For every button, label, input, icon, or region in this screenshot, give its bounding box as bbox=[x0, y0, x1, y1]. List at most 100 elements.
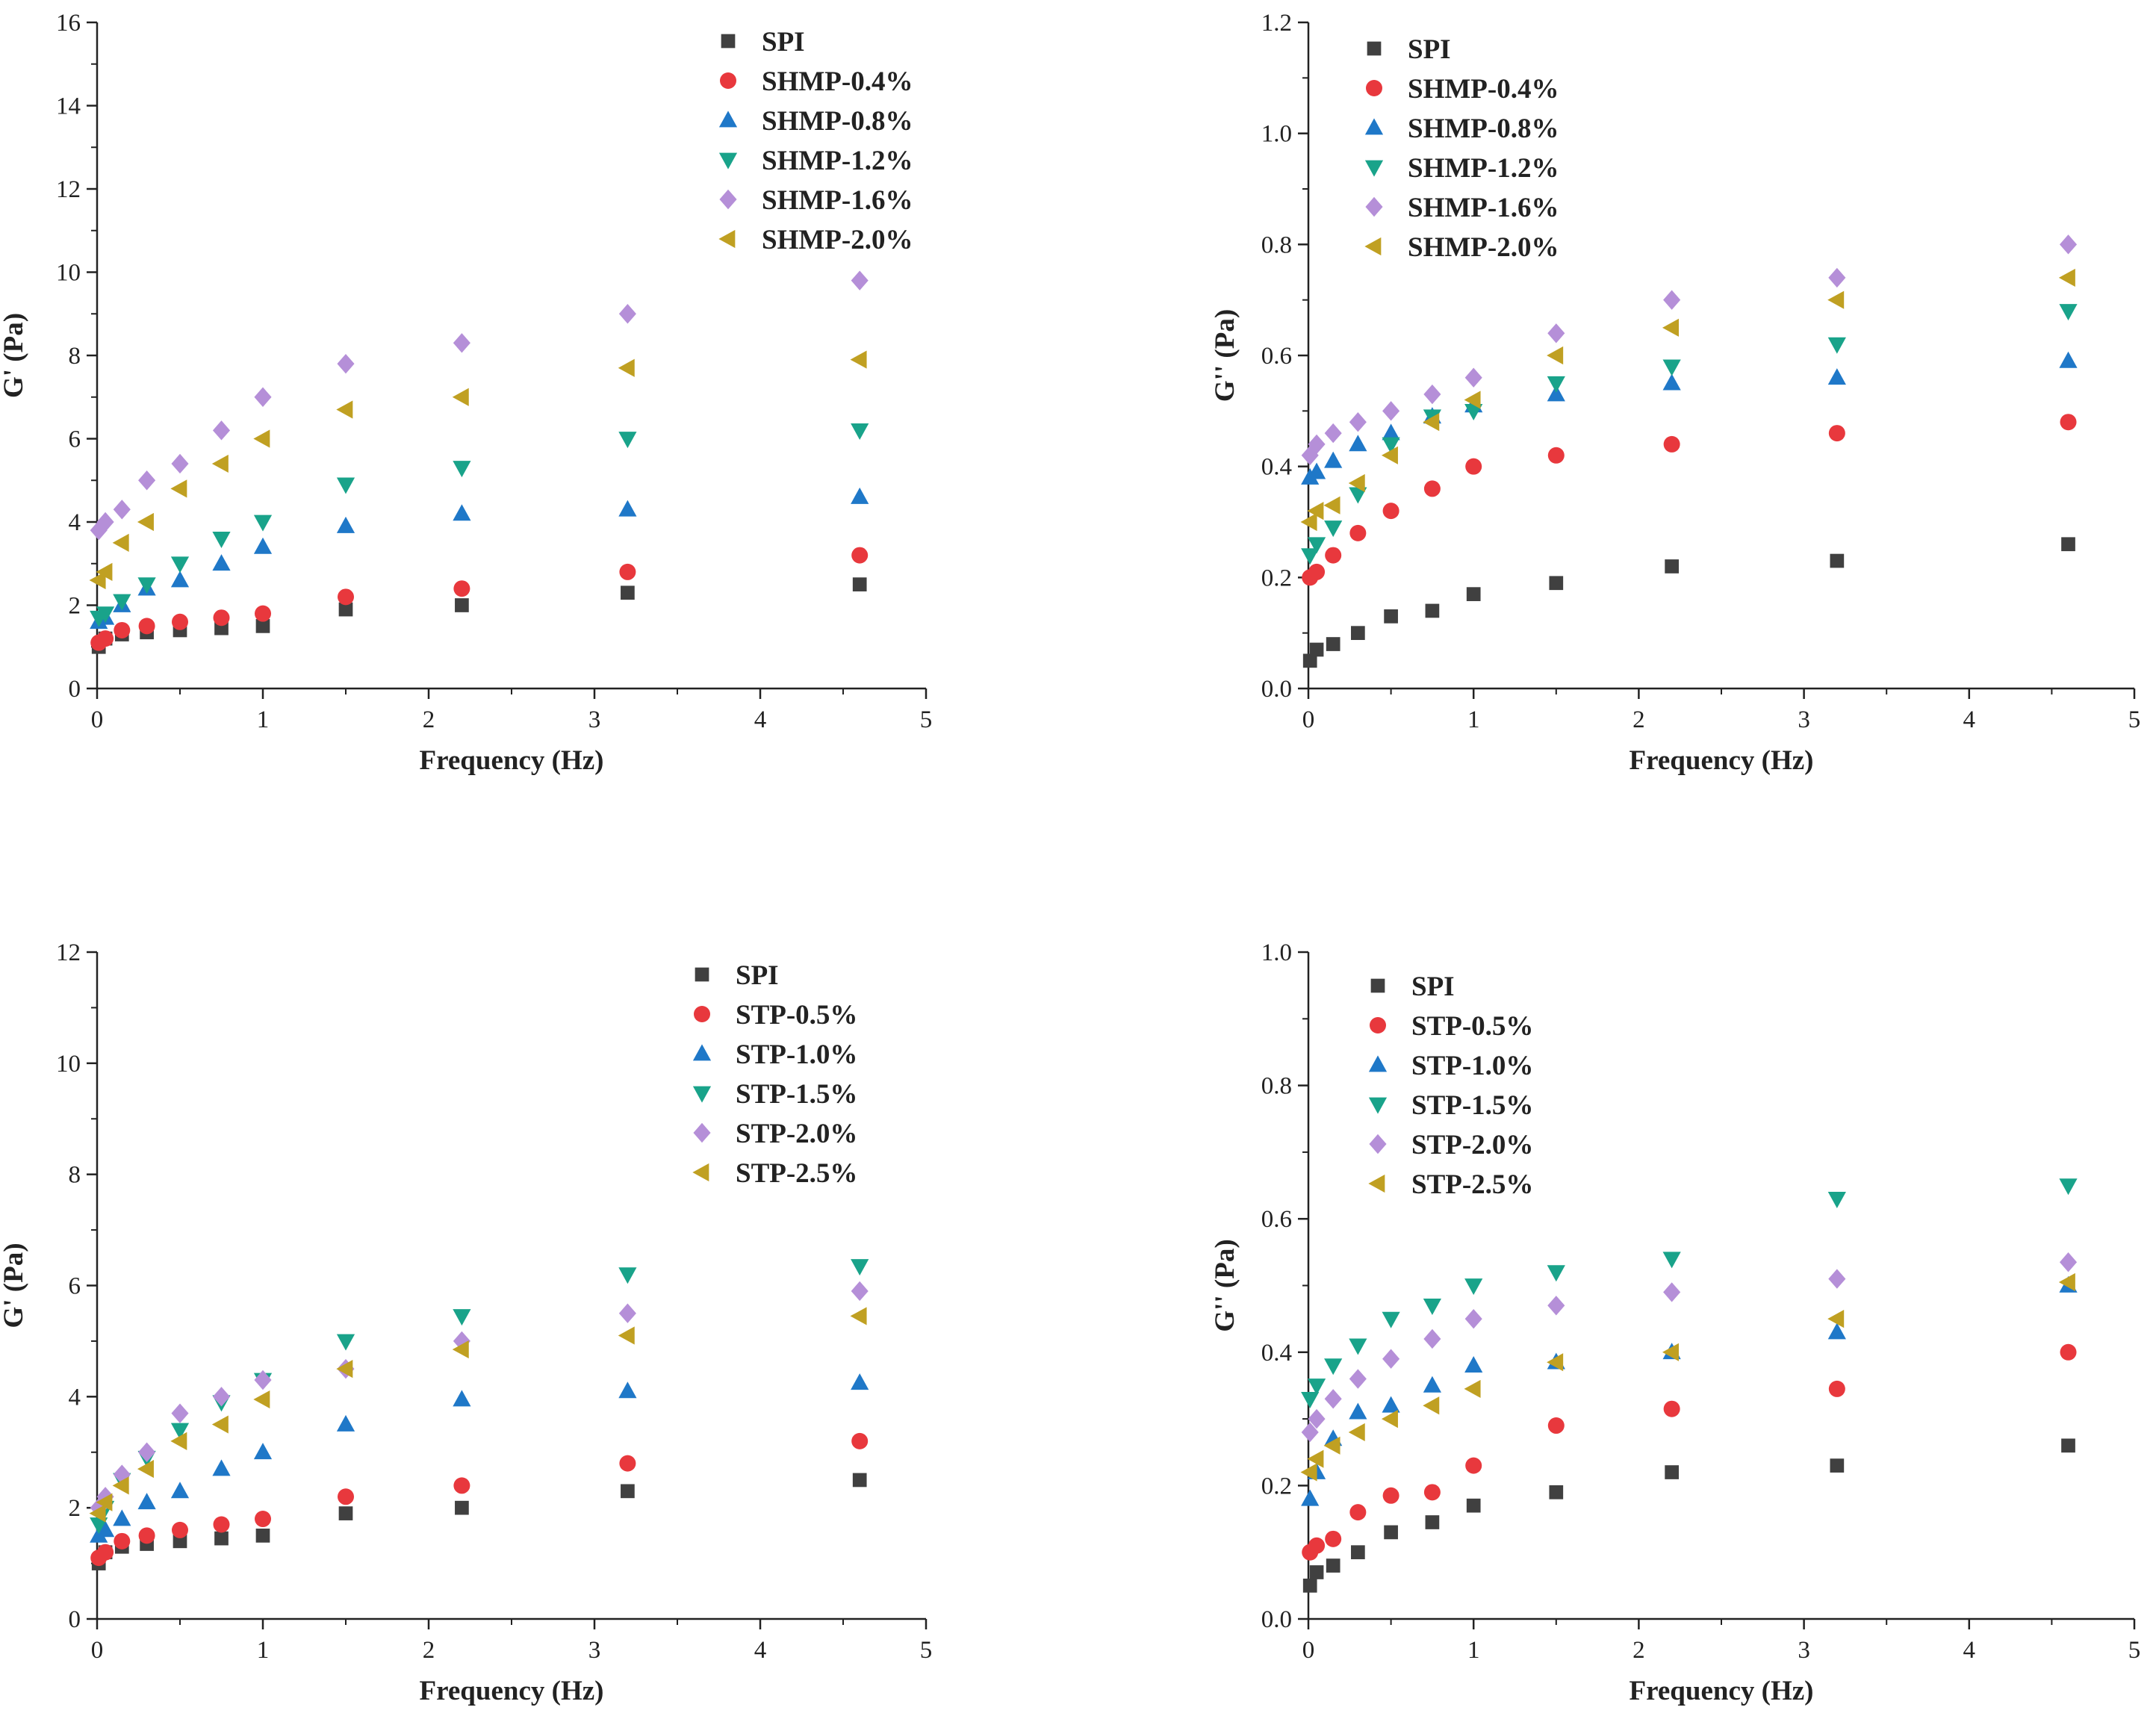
data-point bbox=[253, 1443, 273, 1460]
data-point bbox=[255, 1511, 271, 1528]
data-point bbox=[852, 577, 867, 591]
x-tick-label: 1 bbox=[1467, 1637, 1480, 1664]
data-point bbox=[1662, 1252, 1681, 1269]
data-point bbox=[1349, 1369, 1367, 1389]
legend-marker bbox=[718, 229, 736, 249]
data-point bbox=[1323, 1436, 1340, 1455]
data-point bbox=[1547, 1296, 1565, 1316]
series-stp-2-0pct bbox=[1301, 1252, 2078, 1443]
data-point bbox=[2059, 304, 2078, 321]
legend-label: SHMP-1.2% bbox=[762, 146, 913, 176]
data-point bbox=[1828, 425, 1845, 442]
data-point bbox=[1423, 1484, 1441, 1501]
data-point bbox=[1464, 367, 1482, 388]
data-point bbox=[1547, 323, 1565, 344]
data-point bbox=[1665, 1465, 1679, 1479]
y-tick-label: 4 bbox=[69, 509, 81, 536]
data-point bbox=[1547, 1353, 1564, 1372]
y-tick-label: 6 bbox=[69, 1273, 81, 1300]
series-stp-1-0pct bbox=[90, 1373, 869, 1543]
data-point bbox=[1307, 462, 1326, 479]
x-tick-label: 0 bbox=[1302, 1637, 1315, 1664]
legend-label: STP-1.0% bbox=[1411, 1051, 1533, 1081]
data-point bbox=[1662, 359, 1681, 376]
data-point bbox=[851, 1259, 869, 1276]
legend-label: STP-1.5% bbox=[736, 1079, 857, 1110]
data-point bbox=[338, 1506, 353, 1520]
data-point bbox=[337, 353, 355, 374]
data-point bbox=[212, 420, 231, 441]
data-point bbox=[1549, 576, 1564, 591]
data-point bbox=[1830, 553, 1845, 568]
data-point bbox=[2058, 268, 2075, 287]
data-point bbox=[137, 1493, 156, 1510]
data-point bbox=[1423, 1328, 1441, 1349]
data-point bbox=[619, 563, 636, 580]
data-point bbox=[2059, 234, 2078, 255]
legend-marker bbox=[1368, 1174, 1385, 1193]
data-point bbox=[453, 1390, 471, 1407]
data-point bbox=[137, 1459, 154, 1479]
series-shmp-1-6pct bbox=[90, 270, 869, 541]
legend-label: SHMP-0.4% bbox=[762, 66, 913, 97]
data-point bbox=[170, 571, 190, 588]
legend-marker bbox=[1370, 1017, 1386, 1033]
data-point bbox=[618, 1381, 637, 1399]
data-point bbox=[1547, 346, 1564, 365]
data-point bbox=[1464, 391, 1481, 409]
y-tick-label: 0 bbox=[69, 1606, 81, 1633]
data-point bbox=[1382, 503, 1399, 520]
x-tick-label: 3 bbox=[588, 706, 601, 733]
legend: SPI SHMP-0.4% SHMP-0.8% SHMP-1.2% SHMP-1.6% S… bbox=[1364, 34, 1559, 263]
data-point bbox=[850, 1307, 867, 1325]
data-point bbox=[1547, 385, 1565, 402]
legend-label: SPI bbox=[1411, 972, 1455, 1002]
data-point bbox=[1326, 637, 1340, 651]
data-point bbox=[1325, 547, 1342, 564]
data-point bbox=[621, 585, 635, 600]
data-point bbox=[1382, 1396, 1400, 1413]
data-point bbox=[1301, 1422, 1319, 1443]
y-tick-label: 0.2 bbox=[1261, 565, 1292, 591]
data-point bbox=[172, 1521, 188, 1538]
data-point bbox=[137, 577, 156, 594]
data-point bbox=[255, 605, 271, 622]
data-point bbox=[96, 512, 114, 532]
data-point bbox=[1464, 1379, 1481, 1399]
data-point bbox=[171, 453, 189, 474]
data-point bbox=[1324, 1358, 1343, 1376]
data-point bbox=[618, 1303, 636, 1323]
data-point bbox=[1828, 1269, 1846, 1289]
y-tick-label: 14 bbox=[56, 93, 81, 120]
series-spi bbox=[1302, 537, 2075, 668]
y-tick-label: 0 bbox=[69, 676, 81, 703]
x-tick-label: 2 bbox=[1632, 706, 1645, 733]
x-tick-label: 4 bbox=[754, 706, 767, 733]
data-point bbox=[1308, 1408, 1326, 1429]
legend-label: SHMP-1.2% bbox=[1408, 153, 1559, 184]
y-tick-label: 10 bbox=[56, 1051, 81, 1078]
y-axis-title: G'' (Pa) bbox=[1210, 309, 1240, 402]
legend-label: SHMP-0.4% bbox=[1408, 74, 1559, 105]
data-point bbox=[1384, 1525, 1398, 1540]
data-point bbox=[1302, 653, 1317, 668]
y-tick-label: 1.0 bbox=[1261, 939, 1292, 966]
data-point bbox=[173, 1534, 187, 1549]
y-tick-label: 1.0 bbox=[1261, 121, 1292, 148]
y-tick-label: 0.4 bbox=[1261, 1340, 1292, 1367]
series-stp-2-5pct bbox=[89, 1307, 867, 1523]
data-point bbox=[138, 1442, 156, 1462]
x-tick-label: 0 bbox=[1302, 706, 1315, 733]
data-point bbox=[850, 350, 867, 369]
x-tick-label: 2 bbox=[423, 1637, 435, 1664]
legend-label: STP-2.0% bbox=[736, 1119, 857, 1149]
data-point bbox=[1324, 423, 1342, 444]
x-tick-label: 5 bbox=[920, 1637, 933, 1664]
data-point bbox=[1662, 373, 1681, 391]
data-point bbox=[618, 358, 635, 377]
legend-marker bbox=[718, 111, 738, 128]
y-tick-label: 10 bbox=[56, 260, 81, 287]
x-axis-title: Frequency (Hz) bbox=[1630, 1676, 1814, 1706]
legend-label: STP-2.5% bbox=[1411, 1169, 1533, 1200]
